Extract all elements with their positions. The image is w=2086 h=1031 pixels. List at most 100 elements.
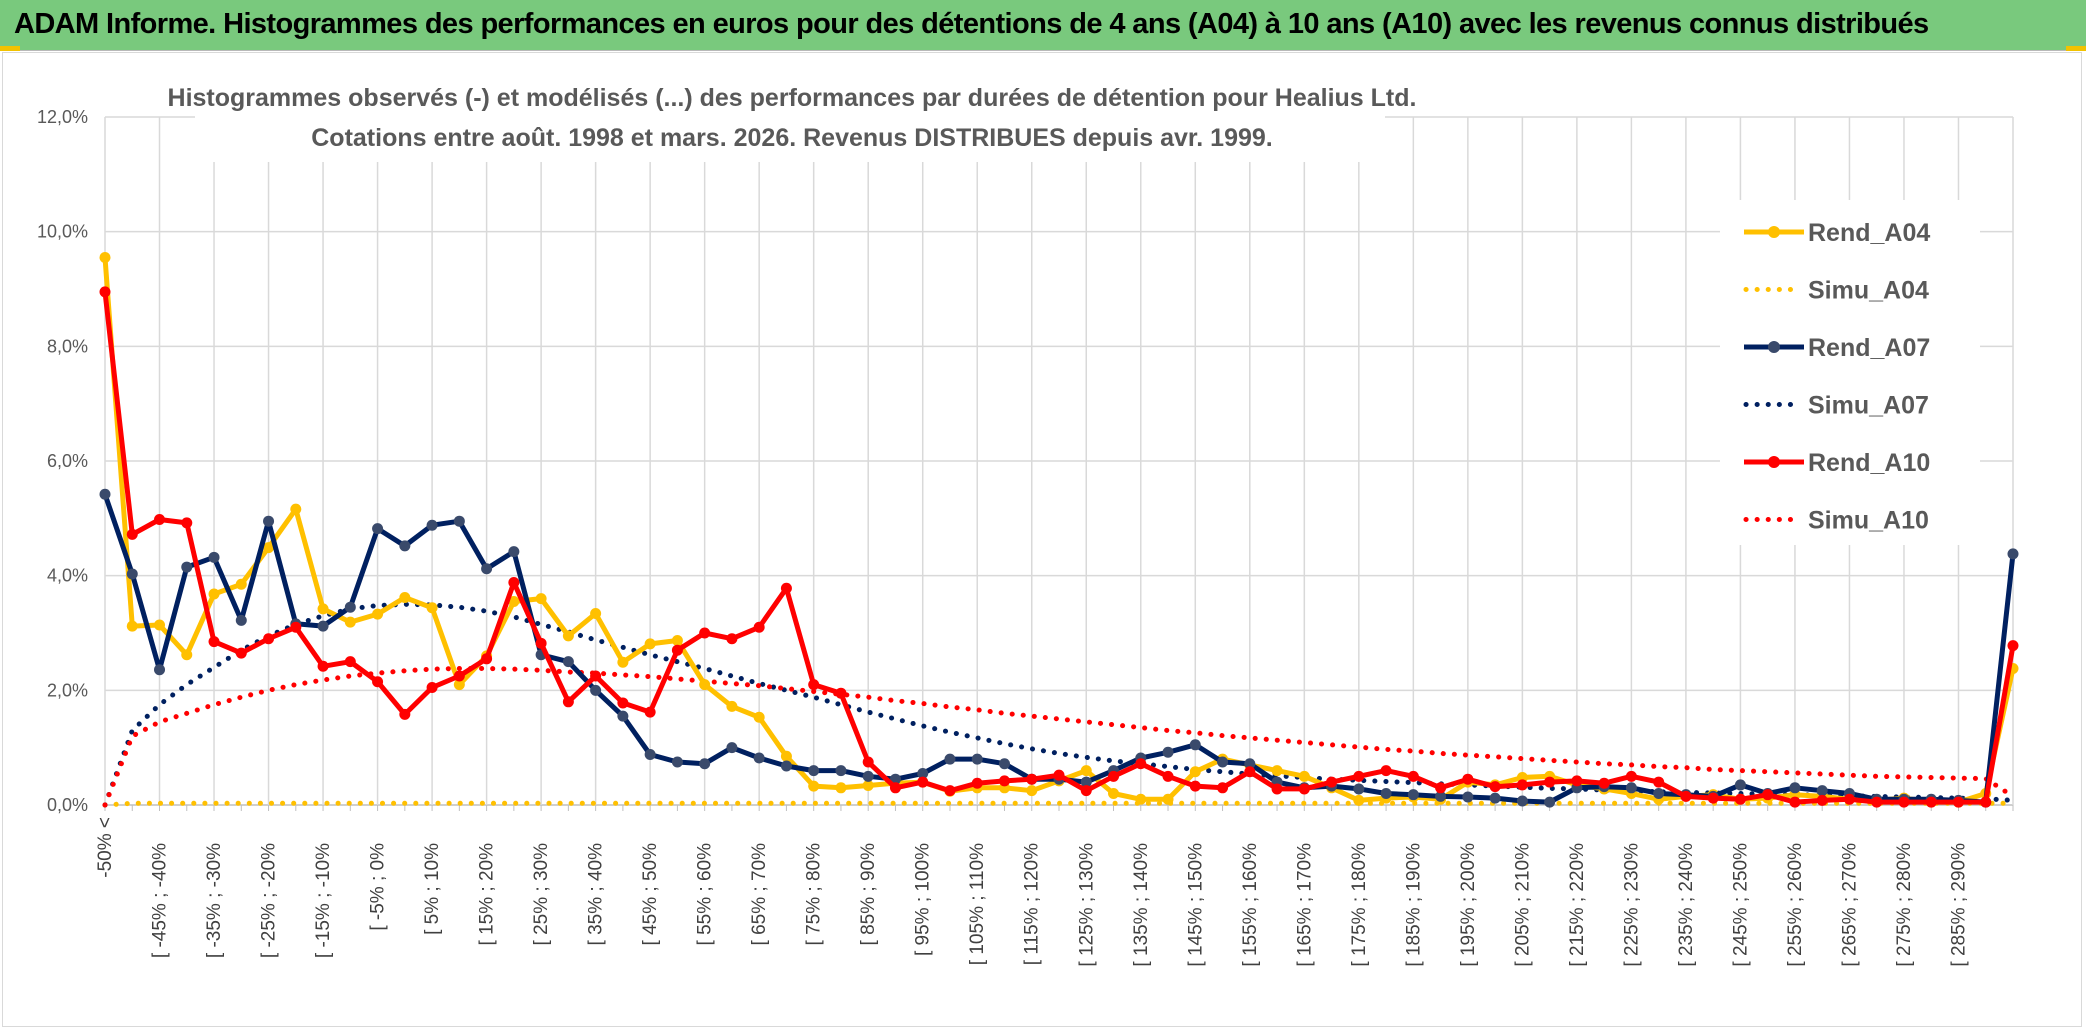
data-point — [1189, 739, 1201, 751]
series-simu-a04 — [102, 800, 2016, 808]
data-point — [1544, 776, 1556, 788]
data-point — [1980, 796, 1992, 808]
data-point — [1244, 758, 1256, 770]
y-tick-label: 2,0% — [47, 680, 88, 700]
data-point — [2007, 548, 2019, 560]
data-point — [1326, 776, 1338, 788]
data-point — [726, 700, 738, 712]
data-point — [99, 488, 111, 500]
data-point — [453, 679, 465, 691]
data-point — [1898, 796, 1910, 808]
data-point — [399, 540, 411, 552]
data-point — [1135, 793, 1147, 805]
x-tick-label: [ 275% ; 280% — [1894, 843, 1915, 967]
data-point — [1217, 782, 1229, 794]
data-point — [1217, 756, 1229, 768]
data-point — [1734, 779, 1746, 791]
data-point — [181, 649, 193, 661]
x-tick-label: [ 195% ; 200% — [1458, 843, 1479, 967]
legend-label: Simu_A10 — [1808, 507, 1929, 535]
y-tick-label: 10,0% — [37, 222, 88, 242]
data-point — [617, 697, 629, 709]
x-tick-label: [ -15% ; -10% — [313, 843, 334, 958]
legend: Rend_A04 Simu_A04 Rend_A07 Simu_A07 Rend_A10… — [1720, 200, 1980, 545]
data-point — [1598, 777, 1610, 789]
data-point — [1298, 783, 1310, 795]
data-point — [263, 515, 275, 527]
chart-subtitle: Cotations entre août. 1998 et mars. 2026… — [311, 124, 1273, 152]
x-tick-label: [ 85% ; 90% — [858, 843, 879, 946]
data-point — [1162, 746, 1174, 758]
data-point — [1108, 788, 1120, 800]
data-point — [808, 780, 820, 792]
data-point — [1462, 773, 1474, 785]
data-point — [453, 515, 465, 527]
data-point — [1380, 788, 1392, 800]
legend-label: Rend_A07 — [1808, 334, 1930, 362]
data-point — [835, 687, 847, 699]
data-point — [917, 767, 929, 779]
data-point — [644, 706, 656, 718]
data-point — [1925, 796, 1937, 808]
data-point — [1762, 789, 1774, 801]
data-point — [535, 637, 547, 649]
data-point — [835, 765, 847, 777]
data-point — [181, 561, 193, 573]
data-point — [780, 750, 792, 762]
data-point — [99, 251, 111, 263]
data-point — [235, 647, 247, 659]
data-point — [726, 633, 738, 645]
legend-background — [1720, 200, 1980, 545]
data-point — [508, 546, 520, 558]
series-line — [102, 601, 2016, 808]
legend-marker — [1768, 341, 1780, 353]
data-point — [263, 633, 275, 645]
data-point — [1625, 782, 1637, 794]
data-point — [290, 503, 302, 515]
data-point — [671, 644, 683, 656]
data-point — [617, 656, 629, 668]
y-tick-label: 0,0% — [47, 795, 88, 815]
data-point — [1707, 792, 1719, 804]
x-tick-label: [ 265% ; 270% — [1839, 843, 1860, 967]
data-point — [154, 619, 166, 631]
data-point — [126, 568, 138, 580]
data-point — [1353, 783, 1365, 795]
data-point — [1843, 793, 1855, 805]
data-point — [372, 676, 384, 688]
data-point — [181, 517, 193, 529]
series-rend-a10 — [99, 286, 2019, 808]
data-point — [1489, 781, 1501, 793]
x-tick-label: [ 35% ; 40% — [586, 843, 607, 946]
data-point — [154, 664, 166, 676]
data-point — [971, 753, 983, 765]
y-tick-label: 6,0% — [47, 451, 88, 471]
series-simu-a07 — [102, 601, 2016, 808]
data-point — [862, 756, 874, 768]
legend-label: Simu_A04 — [1808, 277, 1929, 305]
legend-marker — [1768, 456, 1780, 468]
data-point — [1080, 765, 1092, 777]
data-point — [481, 563, 493, 575]
data-point — [1816, 785, 1828, 797]
data-point — [944, 785, 956, 797]
data-point — [1625, 770, 1637, 782]
series-line — [102, 800, 2016, 808]
data-point — [126, 528, 138, 540]
data-point — [1053, 769, 1065, 781]
data-point — [726, 742, 738, 754]
data-point — [1353, 794, 1365, 806]
page-title: ADAM Informe. Histogrammes des performan… — [14, 8, 1929, 40]
data-point — [889, 782, 901, 794]
data-point — [1162, 793, 1174, 805]
data-point — [208, 588, 220, 600]
x-tick-label: [ 215% ; 220% — [1567, 843, 1588, 967]
data-point — [835, 782, 847, 794]
x-tick-label: [ 45% ; 50% — [640, 843, 661, 946]
legend-label: Rend_A10 — [1808, 449, 1930, 477]
data-point — [481, 653, 493, 665]
header-banner: ADAM Informe. Histogrammes des performan… — [0, 0, 2086, 51]
data-point — [1189, 766, 1201, 778]
data-point — [780, 582, 792, 594]
data-point — [1435, 790, 1447, 802]
